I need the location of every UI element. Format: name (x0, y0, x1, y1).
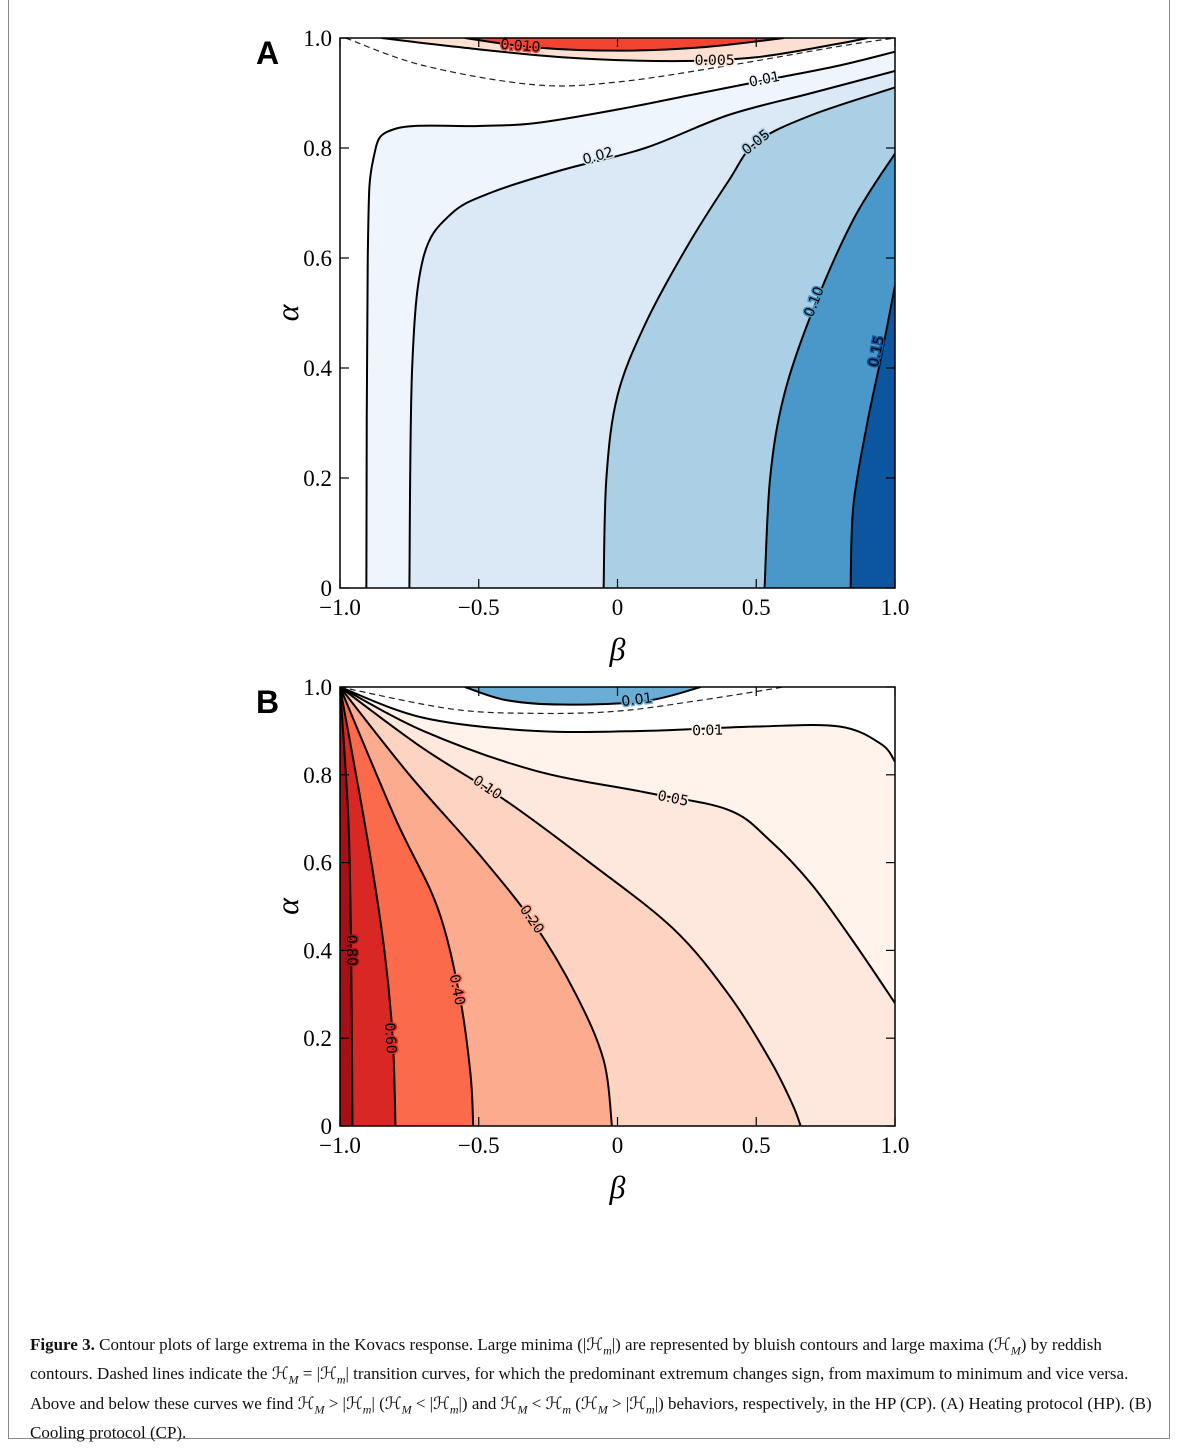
y-tick-label: 0.8 (303, 136, 332, 161)
caption-text: |) are represented by bluish contours an… (611, 1335, 1011, 1354)
contour-label: 0.60 (381, 1022, 399, 1054)
x-tick-label: 1.0 (881, 595, 910, 620)
x-axis-label: β (609, 1169, 626, 1205)
contour-fill (850, 285, 895, 588)
x-tick-label: 0 (612, 1133, 624, 1158)
caption-subscript: m (562, 1402, 572, 1417)
caption-subscript: M (288, 1372, 299, 1387)
x-axis-label: β (609, 631, 626, 667)
caption-subscript: M (517, 1402, 528, 1417)
caption-text: (ℋ (571, 1393, 598, 1413)
caption-text: | transition curves, for which the predo… (30, 1364, 1129, 1413)
caption-text: < ℋ (527, 1393, 563, 1413)
caption-text: < |ℋ (411, 1393, 450, 1413)
caption-text: > |ℋ (324, 1393, 363, 1413)
contour-fill (340, 687, 396, 1126)
caption-text: | (ℋ (371, 1393, 402, 1413)
contour-line (464, 38, 785, 52)
contour-line (340, 687, 613, 1126)
plot-area (340, 38, 895, 588)
y-tick-label: 0.2 (303, 1026, 332, 1051)
caption: Figure 3. Contour plots of large extrema… (30, 1333, 1152, 1444)
x-tick-label: 0.5 (742, 1133, 771, 1158)
contour-line (340, 687, 475, 1126)
transition-curve (340, 687, 785, 715)
contour-line (464, 687, 701, 706)
y-tick-label: 0.4 (303, 356, 332, 381)
contour-line (408, 70, 895, 588)
x-tick-label: 1.0 (881, 1133, 910, 1158)
transition-curve (345, 38, 895, 87)
y-tick-label: 0.6 (303, 851, 332, 876)
plot-area (340, 687, 895, 1126)
caption-text: Contour plots of large extrema in the Ko… (94, 1335, 604, 1354)
contour-line (602, 86, 895, 588)
x-tick-label: −1.0 (319, 1133, 361, 1158)
x-tick-label: 0.5 (742, 595, 771, 620)
caption-text: ) by reddish contours. Dashed lines indi… (30, 1335, 1102, 1384)
caption-subscript: m (362, 1402, 372, 1417)
contour-fill (464, 687, 701, 705)
contour-plot: 0.010.050.100.200.400.600.800.01−1.0 −0.5… (256, 675, 909, 1205)
panel-label: B (256, 684, 279, 720)
contour-line (340, 687, 802, 1126)
contour-label: 0.80 (343, 935, 359, 966)
panel-label: A (256, 35, 279, 71)
caption-subscript: M (401, 1402, 412, 1417)
contour-line (340, 687, 354, 1126)
caption-subscript: M (1010, 1343, 1021, 1358)
y-tick-label: 0 (321, 576, 333, 601)
y-axis-label: α (269, 897, 305, 915)
contour-label: 0.15 (866, 335, 888, 369)
caption-subscript: m (646, 1402, 655, 1417)
caption-subscript: m (449, 1402, 459, 1417)
contour-label: 0.01 (692, 723, 724, 740)
contour-label: 0.005 (695, 53, 735, 69)
contour-line (340, 687, 895, 1004)
contour-line (365, 50, 895, 588)
x-tick-label: −0.5 (458, 595, 500, 620)
x-tick-label: −0.5 (458, 1133, 500, 1158)
contour-line (340, 687, 895, 763)
caption-label: Figure 3. (30, 1335, 95, 1354)
caption-subscript: M (314, 1402, 325, 1417)
y-tick-label: 0.8 (303, 763, 332, 788)
caption-subscript: m (336, 1372, 346, 1387)
figure-frame (8, 0, 1170, 1439)
y-tick-label: 1.0 (303, 26, 332, 51)
contour-line (340, 687, 397, 1126)
contour-line (763, 152, 895, 588)
y-tick-label: 0.4 (303, 938, 332, 963)
caption-text: > |ℋ (607, 1393, 647, 1413)
x-tick-label: 0 (612, 595, 624, 620)
contour-line (381, 38, 868, 63)
y-tick-label: 1.0 (303, 675, 332, 700)
x-tick-label: −1.0 (319, 595, 361, 620)
y-tick-label: 0 (321, 1114, 333, 1139)
y-tick-label: 0.2 (303, 466, 332, 491)
caption-subscript: M (597, 1402, 608, 1417)
caption-text: = |ℋ (298, 1364, 337, 1384)
contour-fill (340, 687, 353, 1126)
caption-subscript: m (603, 1343, 612, 1358)
y-axis-label: α (269, 303, 305, 321)
caption-text: |) and ℋ (458, 1393, 518, 1413)
y-tick-label: 0.6 (303, 246, 332, 271)
contour-line (849, 285, 895, 588)
caption-text: |) behaviors, respectively, in the HP (C… (30, 1393, 1152, 1443)
contour-label: 0.01 (620, 690, 653, 710)
contour-label: 0.010 (500, 37, 541, 56)
